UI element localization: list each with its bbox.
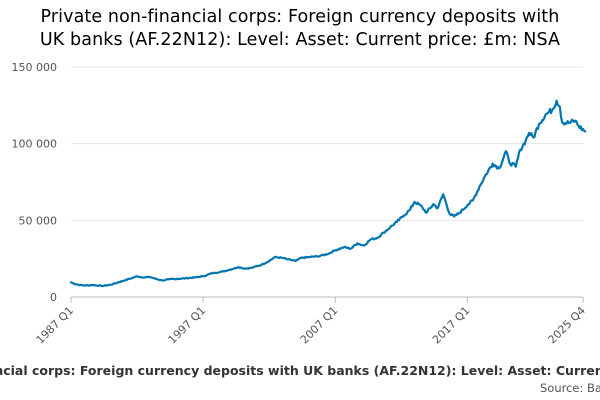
chart-title-line-1: Private non-financial corps: Foreign cur…: [40, 7, 560, 27]
y-tick-label: 50 000: [19, 214, 58, 227]
y-tick-label: 150 000: [12, 61, 58, 74]
series-line: [69, 99, 587, 288]
y-tick-label: 100 000: [12, 138, 58, 151]
x-tick-label: 2025 Q4: [546, 304, 589, 347]
x-tick-label: 1987 Q1: [34, 304, 77, 347]
chart-caption: Private non-financial corps: Foreign cur…: [0, 363, 600, 381]
x-tick-label: 1997 Q1: [166, 304, 209, 347]
chart-title: Private non-financial corps: Foreign cur…: [0, 6, 600, 52]
x-tick-label: 2017 Q1: [430, 304, 473, 347]
y-tick-label: 0: [50, 291, 57, 304]
x-tick-label: 2007 Q1: [298, 304, 341, 347]
chart-source: Source: Bank of England: [0, 381, 600, 397]
chart-caption-text: Private non-financial corps: Foreign cur…: [0, 363, 600, 378]
chart-source-text: Source: Bank of England: [540, 381, 600, 395]
chart-title-line-2: UK banks (AF.22N12): Level: Asset: Curre…: [39, 30, 561, 50]
